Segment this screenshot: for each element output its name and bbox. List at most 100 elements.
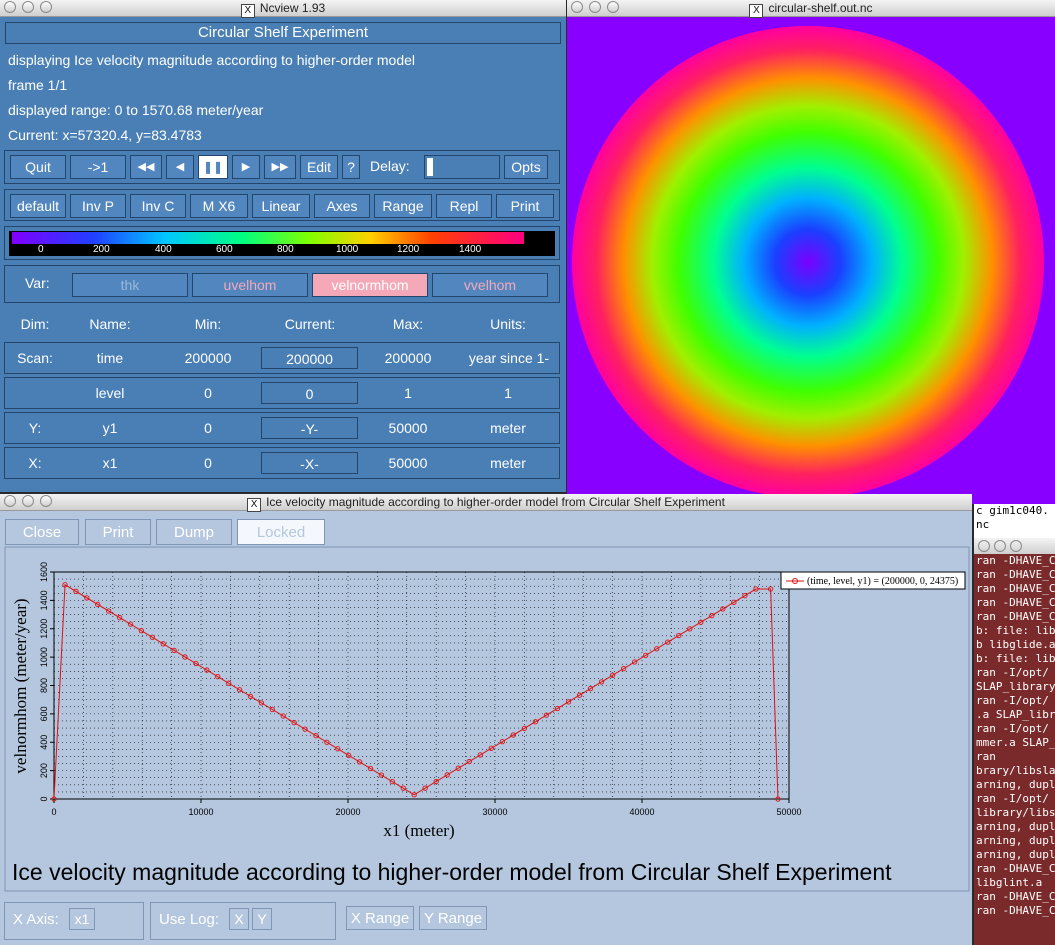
x-axis-select-label: X Axis: xyxy=(13,911,59,928)
series-point xyxy=(411,792,417,798)
var-button-velnormhom[interactable]: velnormhom xyxy=(312,273,428,297)
series-point xyxy=(643,652,649,659)
var-button-vvelhom[interactable]: vvelhom xyxy=(432,273,548,297)
zoom-window-dot[interactable] xyxy=(607,1,619,13)
close-window-dot[interactable] xyxy=(571,1,583,13)
variable-panel xyxy=(4,265,560,303)
axes-button[interactable]: Axes xyxy=(314,194,370,218)
minimize-window-dot[interactable] xyxy=(589,1,601,13)
help-button[interactable]: ? xyxy=(342,155,360,179)
dim-current-y[interactable]: -Y- xyxy=(261,417,358,439)
dim-cell-units: 1 xyxy=(504,385,512,401)
locked-button[interactable]: Locked xyxy=(237,519,325,545)
dim-cell-min: 0 xyxy=(204,455,212,471)
plot-caption: Ice velocity magnitude according to high… xyxy=(12,859,892,885)
x-axis-select[interactable]: x1 xyxy=(69,908,95,930)
step-back-button[interactable]: ◀ xyxy=(166,155,194,179)
print-button[interactable]: Print xyxy=(496,194,554,218)
series-point xyxy=(236,687,243,693)
series-point xyxy=(444,772,450,778)
legend-label: (time, level, y1) = (200000, 0, 24375) xyxy=(807,576,958,587)
terminal-line: arning, dupli xyxy=(976,848,1055,861)
step-forward-button[interactable]: ▶ xyxy=(232,155,260,179)
y-tick-label: 400 xyxy=(39,735,49,750)
terminal-line: mmer.a SLAP_l xyxy=(976,736,1055,749)
invert-colormap-button[interactable]: Inv C xyxy=(130,194,186,218)
fast-forward-button[interactable]: ▶▶ xyxy=(264,155,296,179)
terminal-line: .a SLAP_libra xyxy=(976,708,1055,721)
series-point xyxy=(709,612,715,619)
var-button-uvelhom[interactable]: uvelhom xyxy=(192,273,308,297)
legend-box xyxy=(780,571,966,590)
dump-button[interactable]: Dump xyxy=(156,519,232,545)
use-log-y-toggle[interactable]: Y xyxy=(252,908,272,930)
y-tick-label: 1200 xyxy=(39,619,49,639)
close-window-dot[interactable] xyxy=(4,1,16,13)
series-point xyxy=(215,673,221,680)
colorbar[interactable]: 0 200 400 600 800 1000 1200 1400 xyxy=(9,231,555,256)
terminal-line: b: file: libg xyxy=(976,652,1055,665)
ncview-main-window: X Ncview 1.93 Circular Shelf Experiment d… xyxy=(0,0,566,492)
delay-slider-thumb[interactable] xyxy=(427,158,433,176)
quit-button[interactable]: Quit xyxy=(10,155,66,179)
default-button[interactable]: default xyxy=(10,194,66,218)
x-axis-label: x1 (meter) xyxy=(383,821,454,840)
terminal-titlebar[interactable] xyxy=(974,538,1055,554)
dim-current-time[interactable]: 200000 xyxy=(261,347,358,369)
series-point xyxy=(455,765,461,771)
zoom-window-dot[interactable] xyxy=(40,1,52,13)
linear-button[interactable]: Linear xyxy=(252,194,310,218)
colorbar-gradient xyxy=(12,232,524,244)
series-point xyxy=(324,739,330,745)
pause-button[interactable]: ❚❚ xyxy=(198,155,228,179)
magnify-button[interactable]: M X6 xyxy=(190,194,248,218)
dim-cell-units: meter xyxy=(490,455,526,471)
invert-physical-button[interactable]: Inv P xyxy=(70,194,126,218)
x-range-button[interactable]: X Range xyxy=(346,906,414,930)
minimize-window-dot[interactable] xyxy=(994,540,1006,552)
dim-cell-max: 1 xyxy=(404,385,412,401)
terminal-line: SLAP_library/l xyxy=(976,680,1055,693)
close-window-dot[interactable] xyxy=(978,540,990,552)
image-window-title: circular-shelf.out.nc xyxy=(768,1,873,15)
y-tick-label: 200 xyxy=(39,763,49,778)
terminal-line: ran -I/opt/ xyxy=(976,694,1049,707)
velocity-image[interactable] xyxy=(569,24,1047,500)
line-plot[interactable]: 0 10000 20000 30000 40000 50000 0 200 400 600 800 1… xyxy=(4,546,970,892)
series-point xyxy=(269,706,275,713)
rewind-button[interactable]: ◀◀ xyxy=(130,155,162,179)
dim-current-level[interactable]: 0 xyxy=(261,382,358,404)
dim-header-max: Max: xyxy=(392,316,424,332)
first-frame-button[interactable]: ->1 xyxy=(70,155,126,179)
x-tick-label: 0 xyxy=(51,807,56,817)
dim-cell-name: x1 xyxy=(102,455,118,471)
terminal-output[interactable]: ran -DHAVE_CO ran -DHAVE_CO ran -DHAVE_CO r… xyxy=(974,554,1055,918)
close-window-dot[interactable] xyxy=(4,495,16,507)
y-range-button[interactable]: Y Range xyxy=(419,906,487,930)
var-button-thk[interactable]: thk xyxy=(72,273,188,297)
delay-slider[interactable] xyxy=(424,155,500,179)
opts-button[interactable]: Opts xyxy=(504,155,548,179)
print-plot-button[interactable]: Print xyxy=(85,519,151,545)
series-point xyxy=(466,758,472,765)
minimize-window-dot[interactable] xyxy=(22,1,34,13)
range-button[interactable]: Range xyxy=(374,194,432,218)
terminal-line: ran -DHAVE_CO xyxy=(976,904,1055,917)
dim-cell-dim: Scan: xyxy=(17,350,53,366)
edit-button[interactable]: Edit xyxy=(300,155,338,179)
colorbar-tick: 200 xyxy=(93,244,110,255)
close-button[interactable]: Close xyxy=(5,519,79,545)
repl-button[interactable]: Repl xyxy=(436,194,492,218)
plot-titlebar[interactable]: X Ice velocity magnitude according to hig… xyxy=(0,494,972,512)
series-point xyxy=(204,667,210,673)
series-point xyxy=(598,679,605,685)
dim-current-x[interactable]: -X- xyxy=(261,452,358,474)
x11-icon: X xyxy=(749,4,764,18)
use-log-x-toggle[interactable]: X xyxy=(229,908,249,930)
zoom-window-dot[interactable] xyxy=(1010,540,1022,552)
minimize-window-dot[interactable] xyxy=(22,495,34,507)
ncview-titlebar[interactable]: X Ncview 1.93 xyxy=(0,0,566,18)
displaying-label: displaying Ice velocity magnitude accord… xyxy=(8,52,415,68)
zoom-window-dot[interactable] xyxy=(40,495,52,507)
